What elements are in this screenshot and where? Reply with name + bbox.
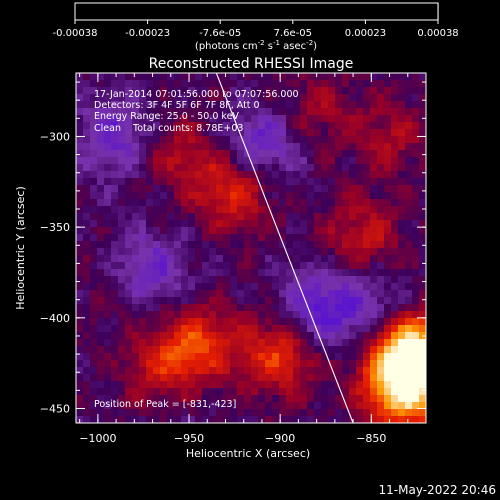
y-axis-label: Heliocentric Y (arcsec) — [14, 186, 27, 310]
colorbar-unit-label: (photons cm-2 s-1 asec-2) — [195, 39, 317, 52]
annotation-block: 17-Jan-2014 07:01:56.000 to 07:07:56.000… — [94, 89, 299, 134]
colorbar-tick-label: -0.00023 — [125, 28, 170, 39]
colorbar-tick-label: 0.00038 — [417, 28, 458, 39]
colorbar-tick-label: 7.6e-05 — [274, 28, 312, 39]
x-tick-label: −1000 — [79, 432, 116, 445]
solar-limb-line — [215, 73, 354, 423]
x-tick-label: −950 — [174, 432, 204, 445]
plot-frame — [75, 72, 427, 424]
annotation-peak-position: Position of Peak = [-831,-423] — [94, 399, 236, 410]
footer-timestamp: 11-May-2022 20:46 — [379, 483, 496, 497]
y-tick-label: −300 — [40, 130, 70, 143]
x-tick-label: −850 — [356, 432, 386, 445]
colorbar-tick-label: -7.6e-05 — [199, 28, 241, 39]
annotation-detectors: Detectors: 3F 4F 5F 6F 7F 8F, Att 0 — [94, 100, 260, 111]
x-axis-label: Heliocentric X (arcsec) — [186, 447, 310, 460]
heatmap-image — [76, 73, 426, 423]
annotation-total-counts: Clean Total counts: 8.78E+03 — [94, 123, 243, 134]
chart-title: Reconstructed RHESSI Image — [149, 56, 354, 72]
annotation-energy-range: Energy Range: 25.0 - 50.0 keV — [94, 111, 239, 122]
colorbar: -0.00038 -0.00023 -7.6e-05 7.6e-05 0.00023 0.… — [53, 2, 459, 52]
y-tick-label: −400 — [40, 312, 70, 325]
y-tick-label: −350 — [40, 221, 70, 234]
colorbar-tick-label: 0.00023 — [345, 28, 386, 39]
plot-axes: −1000 −950 −900 −850 −300 −350 −400 −450 — [40, 73, 427, 445]
y-tick-label: −450 — [40, 402, 70, 415]
annotation-time-range: 17-Jan-2014 07:01:56.000 to 07:07:56.000 — [94, 89, 299, 100]
colorbar-tick-label: -0.00038 — [53, 28, 98, 39]
x-tick-label: −900 — [265, 432, 295, 445]
